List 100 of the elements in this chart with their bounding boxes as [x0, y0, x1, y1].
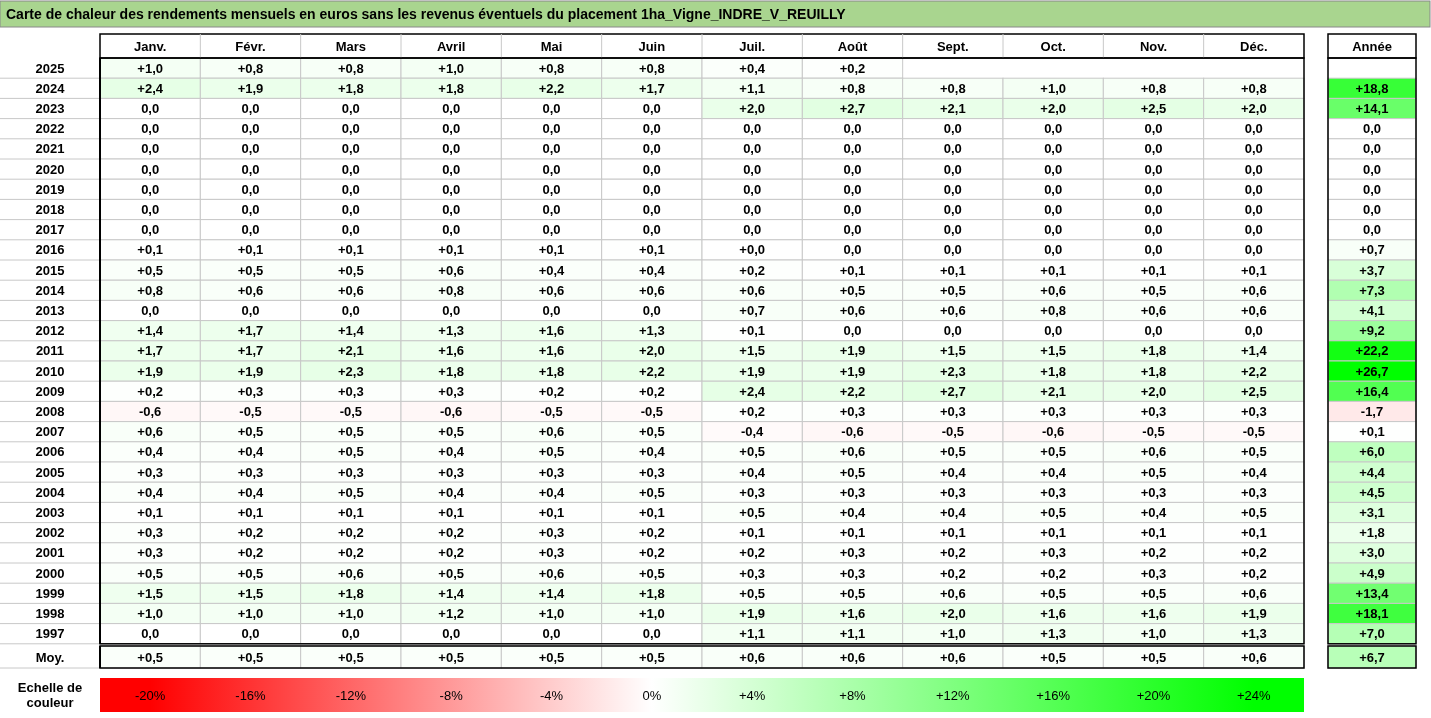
data-label: +0,5: [639, 649, 665, 665]
data-label: +1,4: [338, 323, 365, 339]
data-label: +0,2: [137, 383, 163, 399]
data-label: 0,0: [1144, 161, 1163, 177]
data-label: +0,8: [237, 60, 264, 76]
data-label: +0,4: [1040, 464, 1067, 480]
data-label: 0,0: [1044, 202, 1063, 218]
data-label: +0,2: [739, 404, 765, 420]
data-label: 0,0: [1144, 141, 1163, 157]
data-label: +0,3: [1040, 404, 1066, 420]
data-label: -1,7: [1360, 404, 1384, 420]
data-label: +0,5: [1040, 505, 1066, 521]
data-label: +0,5: [839, 282, 866, 298]
y-tick-label: 2018: [35, 202, 65, 218]
data-label: +0,5: [137, 565, 163, 581]
data-label: +0,6: [839, 303, 866, 319]
data-label: +0,1: [137, 242, 163, 258]
data-label: +2,1: [1040, 383, 1066, 399]
data-label: 0,0: [542, 303, 561, 319]
data-label: 0,0: [141, 626, 160, 642]
data-label: +0,6: [538, 424, 565, 440]
data-label: +0,1: [1140, 525, 1167, 541]
data-label: +26,7: [1355, 363, 1389, 379]
data-label: +2,0: [1241, 101, 1267, 117]
data-label: 0,0: [341, 303, 360, 319]
y-tick-label: 2001: [35, 545, 65, 561]
data-label: 0,0: [341, 626, 360, 642]
data-label: +0,8: [1040, 303, 1066, 319]
color-bar-label: +20%: [1136, 687, 1171, 703]
data-label: +0,3: [538, 545, 565, 561]
data-label: 0,0: [943, 181, 962, 197]
data-label: +0,5: [338, 424, 364, 440]
data-label: +0,4: [438, 444, 465, 460]
data-label: +2,0: [1040, 101, 1066, 117]
x-tick-label: Juil.: [739, 38, 766, 54]
data-label: -0,6: [841, 424, 864, 440]
y-tick-label: 2009: [35, 383, 65, 399]
data-label: +0,5: [438, 649, 464, 665]
data-label: +0,4: [940, 464, 967, 480]
data-label: +0,4: [538, 484, 566, 500]
data-label: +1,8: [438, 363, 464, 379]
data-label: +0,2: [237, 545, 264, 561]
data-label: +4,4: [1359, 464, 1386, 480]
data-label: +0,4: [940, 505, 967, 521]
data-label: +1,0: [137, 60, 163, 76]
data-label: +0,6: [1140, 444, 1167, 460]
data-label: 0,0: [1244, 202, 1263, 218]
data-label: +1,1: [839, 626, 866, 642]
data-label: 0,0: [1244, 181, 1263, 197]
data-label: 0,0: [141, 202, 160, 218]
data-label: +0,3: [940, 404, 966, 420]
data-label: 0,0: [542, 121, 561, 137]
data-label: +0,5: [839, 585, 866, 601]
data-label: +1,0: [1140, 626, 1167, 642]
data-label: +0,5: [1241, 505, 1267, 521]
data-label: +0,1: [137, 505, 163, 521]
data-label: 0,0: [1044, 161, 1063, 177]
data-label: +0,4: [237, 444, 265, 460]
data-label: +1,9: [839, 343, 866, 359]
data-label: +0,5: [1140, 585, 1167, 601]
data-label: +0,3: [538, 525, 565, 541]
data-label: 0,0: [1044, 181, 1063, 197]
data-label: +0,5: [1040, 444, 1066, 460]
data-label: 0,0: [442, 303, 461, 319]
data-label: 0,0: [743, 202, 762, 218]
data-label: 0,0: [442, 202, 461, 218]
data-label: +0,5: [538, 649, 565, 665]
data-label: +0,3: [1241, 404, 1267, 420]
data-label: 0,0: [1044, 222, 1063, 238]
data-label: +0,6: [538, 565, 565, 581]
data-label: +0,2: [438, 545, 464, 561]
data-label: +0,6: [1241, 303, 1267, 319]
data-label: +0,2: [1140, 545, 1167, 561]
data-label: +1,0: [940, 626, 966, 642]
color-bar-label: -12%: [335, 687, 367, 703]
data-label: 0,0: [843, 222, 862, 238]
data-label: 0,0: [442, 626, 461, 642]
data-label: +0,4: [639, 444, 666, 460]
color-bar-label: +16%: [1036, 687, 1071, 703]
data-label: 0,0: [1362, 222, 1382, 238]
data-label: +1,8: [338, 80, 364, 96]
data-label: +0,2: [639, 545, 665, 561]
data-label: +1,9: [237, 363, 264, 379]
data-label: 0,0: [642, 161, 661, 177]
data-label: +2,5: [1140, 101, 1167, 117]
data-label: +1,5: [237, 585, 264, 601]
data-label: +1,8: [1359, 525, 1385, 541]
data-label: +0,5: [237, 424, 264, 440]
data-label: +2,3: [940, 363, 966, 379]
y-tick-label: 1997: [35, 626, 65, 642]
data-label: +0,1: [1140, 262, 1167, 278]
y-tick-label: 2025: [35, 60, 65, 76]
x-tick-label: Déc.: [1240, 38, 1268, 54]
data-label: +0,0: [739, 242, 765, 258]
data-label: +1,8: [338, 585, 364, 601]
data-label: +0,1: [639, 505, 665, 521]
data-label: +1,4: [538, 585, 566, 601]
data-label: 0,0: [642, 181, 661, 197]
data-label: -0,5: [640, 404, 664, 420]
data-label: +0,3: [1140, 484, 1167, 500]
